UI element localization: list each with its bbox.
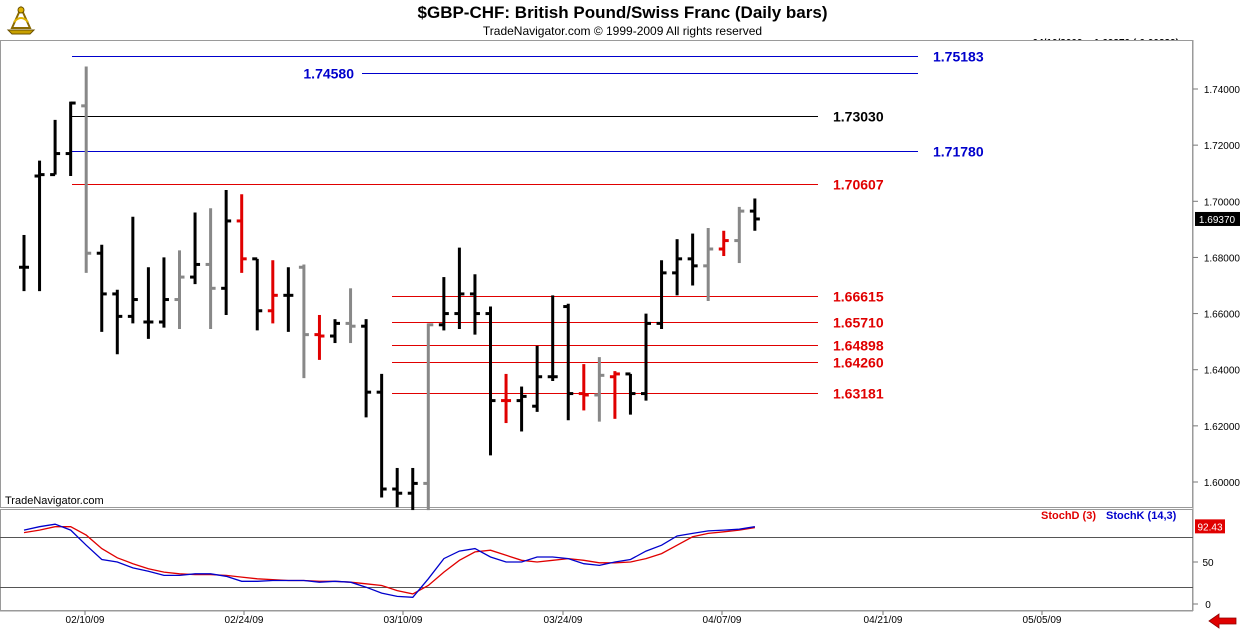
legend-stochd: StochD (3) (1041, 510, 1096, 522)
y-tick-label: 1.64000 (1204, 366, 1241, 377)
ohlc-bar (143, 267, 154, 339)
level-label-7: 1.64898 (833, 338, 884, 354)
x-tick-label: 04/21/09 (864, 615, 903, 626)
stoch-series-1 (23, 523, 756, 598)
y-tick-label: 1.62000 (1204, 422, 1241, 433)
ohlc-bar (734, 206, 745, 264)
ohlc-bar (485, 306, 496, 456)
y-tick-label: 1.72000 (1204, 141, 1241, 152)
last-price-box (1195, 211, 1240, 226)
ohlc-bar (718, 230, 729, 257)
y-tick-label: 1.60000 (1204, 478, 1241, 489)
ohlc-bar (205, 208, 216, 330)
ohlc-bar (96, 244, 107, 332)
ohlc-bar (516, 386, 527, 432)
x-tick-label: 02/10/09 (66, 615, 105, 626)
ohlc-bar (423, 323, 434, 511)
ohlc-bar (578, 364, 589, 411)
level-label-9: 1.63181 (833, 386, 884, 402)
ohlc-bar (330, 319, 340, 344)
ohlc-bar (174, 250, 185, 330)
ohlc-bar (469, 274, 480, 335)
ohlc-bar (501, 373, 512, 424)
ohlc-bar (407, 467, 418, 511)
ohlc-bar (221, 190, 232, 315)
ohlc-bar (656, 260, 667, 330)
ohlc-bar (438, 277, 449, 331)
level-label-4: 1.70607 (833, 177, 884, 193)
ohlc-bar (252, 257, 263, 331)
stoch-last-label: 92.43 (1197, 522, 1222, 533)
ohlc-bar (532, 345, 543, 412)
y-tick-label: 1.70000 (1204, 197, 1241, 208)
ohlc-bar (641, 313, 651, 401)
x-tick-label: 02/24/09 (225, 615, 264, 626)
level-label-0: 1.75183 (933, 49, 984, 65)
sextant-logo-icon (6, 5, 36, 35)
ohlc-bar (703, 227, 714, 301)
ohlc-bar (190, 212, 201, 285)
ohlc-bar (454, 247, 465, 330)
ohlc-bar (34, 160, 45, 292)
price-pane-border (0, 40, 1193, 508)
ohlc-bar (687, 233, 698, 286)
ohlc-bar (376, 373, 387, 498)
ohlc-bar (267, 260, 278, 324)
scroll-back-arrow-icon[interactable] (1208, 613, 1237, 629)
x-tick-label: 03/10/09 (384, 615, 423, 626)
ohlc-bar (298, 264, 309, 379)
stoch-last-box (1195, 519, 1225, 534)
ohlc-bar (19, 234, 29, 292)
last-price-label: 1.69370 (1199, 215, 1236, 226)
chart-subtitle: TradeNavigator.com © 1999-2009 All right… (482, 24, 763, 38)
level-label-3: 1.71780 (933, 144, 984, 160)
level-label-6: 1.65710 (833, 315, 884, 331)
ohlc-bar (236, 194, 247, 273)
stoch-series-0 (23, 526, 756, 595)
ohlc-bar (749, 198, 760, 231)
ohlc-bar (547, 295, 558, 381)
legend-stochk: StochK (14,3) (1106, 510, 1177, 522)
stoch-y-tick-label: 50 (1202, 558, 1214, 569)
ohlc-bar (283, 267, 294, 332)
ohlc-bar (112, 289, 123, 355)
level-label-2: 1.73030 (833, 109, 884, 125)
ohlc-bar (314, 314, 325, 360)
ohlc-bar (594, 357, 605, 422)
y-tick-label: 1.66000 (1204, 310, 1241, 321)
ohlc-bar (65, 101, 76, 177)
y-tick-label: 1.74000 (1204, 85, 1241, 96)
level-label-1: 1.74580 (303, 66, 354, 82)
ohlc-bar (609, 371, 620, 419)
stoch-y-tick-label: 0 (1205, 600, 1211, 611)
ohlc-bar (81, 66, 92, 273)
ohlc-bar (127, 216, 138, 324)
y-tick-label: 1.68000 (1204, 253, 1241, 264)
chart-title: $GBP-CHF: British Pound/Swiss Franc (Dai… (417, 3, 828, 22)
level-label-5: 1.66615 (833, 289, 884, 305)
level-label-8: 1.64260 (833, 355, 884, 371)
watermark-text: TradeNavigator.com (5, 495, 104, 507)
ohlc-bar (672, 239, 683, 296)
ohlc-bar (563, 303, 574, 421)
x-tick-label: 05/05/09 (1023, 615, 1062, 626)
ohlc-bar (392, 467, 403, 508)
x-tick-label: 04/07/09 (703, 615, 742, 626)
ohlc-bar (361, 319, 372, 418)
ohlc-bar (50, 119, 61, 177)
ohlc-bar (345, 288, 356, 344)
x-tick-label: 03/24/09 (544, 615, 583, 626)
ohlc-bar (625, 372, 636, 415)
ohlc-bar (158, 257, 169, 328)
stochastic-pane-border (0, 509, 1193, 611)
